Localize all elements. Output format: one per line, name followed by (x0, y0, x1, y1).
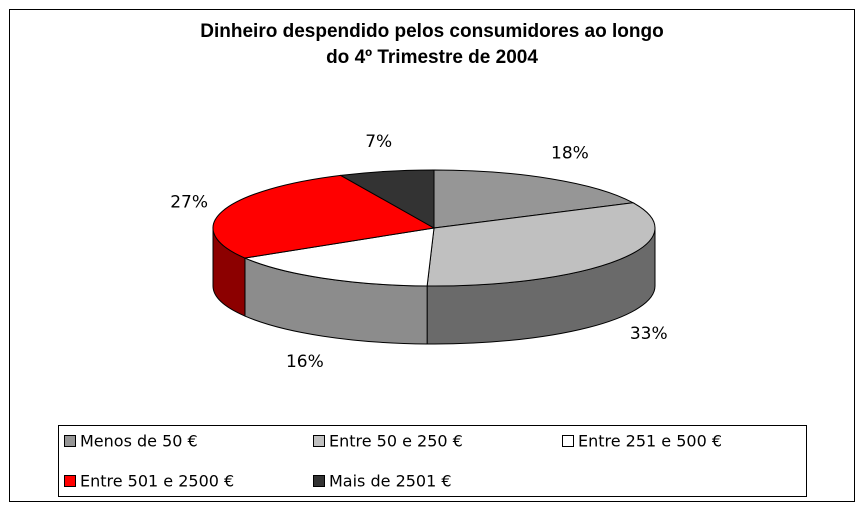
legend-swatch (313, 435, 325, 447)
legend-swatch (64, 475, 76, 487)
legend-label: Entre 501 e 2500 € (80, 472, 234, 491)
data-label: 7% (365, 132, 392, 152)
slice (243, 227, 435, 287)
legend-label: Entre 251 e 500 € (578, 432, 722, 451)
legend-swatch (64, 435, 76, 447)
slice (339, 169, 435, 229)
data-label: 18% (551, 143, 589, 163)
chart-title: Dinheiro despendido pelos consumidores a… (200, 21, 663, 42)
slice (433, 169, 635, 229)
slice (212, 174, 436, 259)
legend-swatch (562, 435, 574, 447)
legend-label: Mais de 2501 € (329, 472, 452, 491)
legend-label: Menos de 50 € (80, 432, 198, 451)
data-label: 33% (630, 324, 668, 344)
slice (426, 202, 656, 287)
legend-label: Entre 50 e 250 € (329, 432, 463, 451)
legend-swatch (313, 475, 325, 487)
data-label: 16% (286, 352, 324, 372)
data-label: 27% (170, 192, 208, 212)
legend-box (58, 425, 807, 497)
chart-title: do 4º Trimestre de 2004 (326, 47, 538, 68)
